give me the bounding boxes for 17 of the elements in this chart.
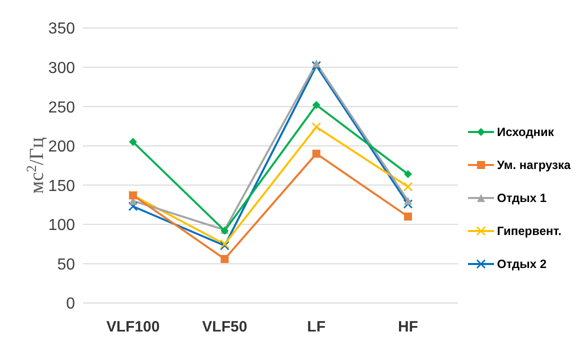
y-tick-label: 150 (48, 178, 76, 195)
legend-label: Отдых 2 (497, 257, 547, 271)
y-tick-label: 250 (48, 99, 76, 116)
y-tick-label: 100 (48, 217, 76, 234)
legend-label: Отдых 1 (497, 191, 547, 205)
y-tick-label: 0 (66, 296, 76, 313)
x-tick-label: VLF50 (202, 318, 248, 336)
x-tick-label: LF (307, 318, 326, 336)
x-tick-label: HF (398, 318, 418, 336)
legend-label: Гипервент. (497, 224, 562, 238)
y-tick-label: 300 (48, 60, 76, 77)
y-tick-label: 350 (48, 20, 76, 38)
y-tick-label: 50 (57, 256, 76, 274)
y-tick-label: 200 (48, 138, 76, 156)
legend-label: Исходник (497, 125, 554, 139)
x-tick-label: VLF100 (106, 318, 160, 336)
legend-label: Ум. нагрузка (497, 158, 571, 172)
